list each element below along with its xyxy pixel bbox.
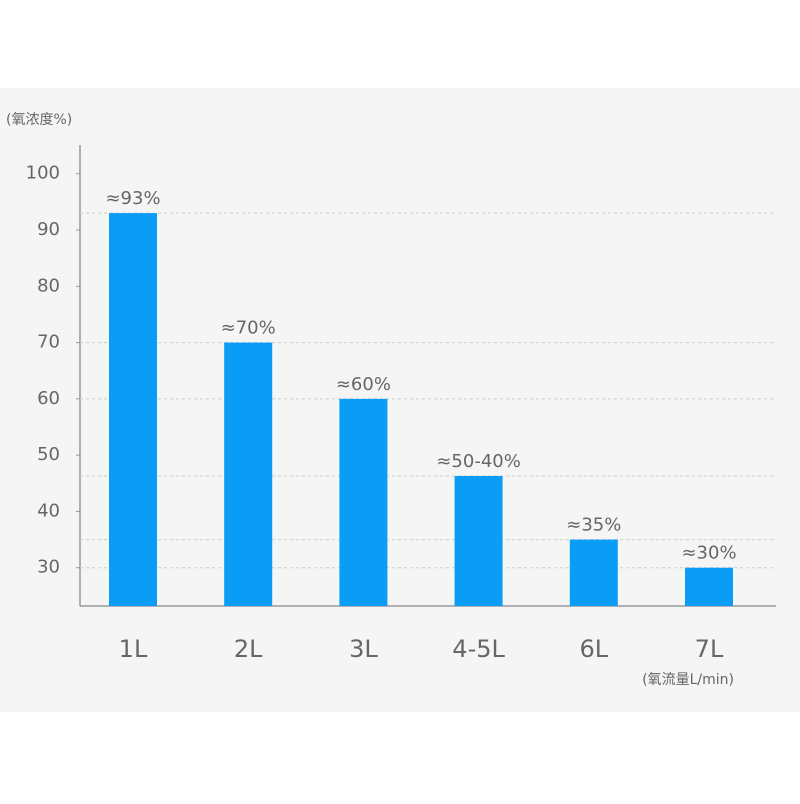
y-tick-label: 60 xyxy=(37,388,60,409)
value-label: ≈35% xyxy=(566,515,621,536)
y-tick-label: 70 xyxy=(37,332,60,353)
y-tick-label: 80 xyxy=(37,275,60,296)
value-label: ≈50-40% xyxy=(436,451,521,472)
bar xyxy=(569,539,618,606)
x-tick-label: 2L xyxy=(234,635,263,663)
y-tick-label: 50 xyxy=(37,444,60,465)
bar xyxy=(109,213,157,606)
y-axis-label: (氧浓度%) xyxy=(6,112,72,128)
x-tick-label: 1L xyxy=(119,635,148,663)
bar xyxy=(224,342,273,606)
bar xyxy=(685,567,733,606)
y-tick-label: 90 xyxy=(37,219,60,240)
value-label: ≈70% xyxy=(221,318,276,339)
y-tick-label: 100 xyxy=(26,163,60,184)
x-tick-label: 7L xyxy=(695,635,724,663)
value-label: ≈60% xyxy=(336,374,391,395)
x-tick-label: 3L xyxy=(349,635,378,663)
value-label: ≈93% xyxy=(105,188,160,209)
x-tick-label: 6L xyxy=(579,635,608,663)
x-tick-label: 4-5L xyxy=(452,635,505,663)
bar xyxy=(339,398,388,606)
bar xyxy=(454,475,503,606)
y-tick-label: 30 xyxy=(37,557,60,578)
value-label: ≈30% xyxy=(681,543,736,564)
x-axis-label: (氧流量L/min) xyxy=(642,672,734,688)
y-tick-label: 40 xyxy=(37,500,60,521)
